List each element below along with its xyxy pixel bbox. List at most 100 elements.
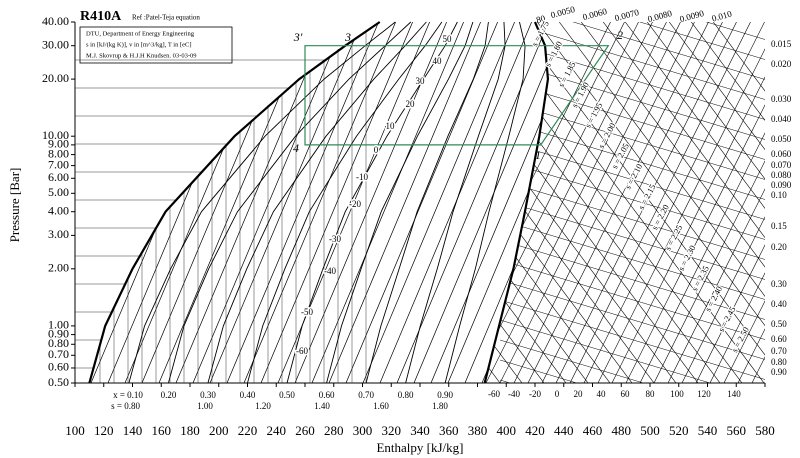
isoline — [499, 22, 765, 40]
isoline — [669, 22, 765, 383]
isotherm-label: -30 — [329, 234, 341, 244]
volume-label: 0.020 — [771, 59, 792, 69]
isotherm-label: -50 — [301, 307, 313, 317]
isoline — [499, 159, 765, 240]
quality-label: x = 0.10 — [113, 390, 143, 400]
top-label: 80 — [535, 13, 547, 25]
y-axis-label: Pressure [Bar] — [7, 168, 22, 243]
isoline — [484, 22, 625, 383]
y-tick-label: 9.00 — [48, 137, 69, 151]
x-tick-label: 160 — [152, 423, 172, 438]
volume-label: 0.040 — [771, 114, 792, 124]
quality-line — [286, 21, 458, 384]
temperature-label: 120 — [697, 389, 711, 399]
quality-label: 0.30 — [200, 390, 216, 400]
isoline — [499, 99, 765, 180]
y-tick-label: 4.00 — [48, 203, 69, 217]
entropy-bottom-label: 1.80 — [432, 401, 448, 411]
isoline — [141, 22, 294, 383]
quality-line — [207, 21, 427, 384]
x-tick-label: 240 — [267, 423, 287, 438]
x-tick-label: 220 — [238, 423, 258, 438]
isoline — [569, 22, 751, 383]
y-tick-label: 5.00 — [48, 185, 69, 199]
isoline — [537, 22, 765, 383]
temperature-label: -20 — [529, 389, 541, 399]
isoline — [499, 39, 765, 120]
x-tick-label: 460 — [583, 423, 603, 438]
isoline — [499, 339, 765, 383]
entropy-bottom-label: s = 0.80 — [111, 401, 140, 411]
volume-label: 0.060 — [771, 149, 792, 159]
quality-line — [365, 21, 489, 384]
y-tick-label: 10.00 — [42, 128, 69, 142]
top-label: 0.0080 — [647, 8, 674, 24]
quality-label: 0.50 — [279, 390, 295, 400]
quality-line — [128, 21, 396, 384]
isoline — [209, 22, 362, 383]
isoline — [713, 22, 765, 383]
x-tick-label: 560 — [727, 423, 747, 438]
isoline — [192, 22, 345, 383]
isoline — [681, 22, 765, 383]
isoline — [484, 22, 633, 383]
volume-label: 0.050 — [771, 134, 792, 144]
isoline — [328, 22, 481, 383]
x-tick-label: 260 — [295, 423, 315, 438]
isotherm-label: 20 — [406, 99, 416, 109]
x-tick-label: 280 — [324, 423, 344, 438]
isoline — [447, 22, 548, 383]
x-tick-label: 420 — [525, 423, 545, 438]
info-line: DTU, Department of Energy Engineering — [86, 30, 195, 37]
isoline — [90, 22, 243, 383]
volume-label: 0.90 — [771, 367, 787, 377]
isoline — [794, 22, 800, 383]
entropy-label: s = 2.10 — [623, 162, 645, 191]
x-tick-label: 580 — [755, 423, 775, 438]
isoline — [709, 22, 765, 383]
y-tick-label: 0.60 — [48, 360, 69, 374]
isoline — [625, 22, 765, 383]
top-label: 0.010 — [711, 9, 734, 24]
isoline — [89, 22, 226, 383]
isoline — [499, 319, 765, 383]
volume-label: 0.15 — [771, 221, 787, 231]
volume-label: 0.40 — [771, 299, 787, 309]
y-tick-label: 2.00 — [48, 261, 69, 275]
volume-label: 0.60 — [771, 334, 787, 344]
isoline — [499, 179, 765, 260]
isoline — [175, 22, 328, 383]
cycle-label: 2 — [617, 28, 623, 42]
isoline — [625, 22, 765, 383]
volume-label: 0.50 — [771, 319, 787, 329]
volume-label: 0.070 — [771, 160, 792, 170]
x-tick-label: 380 — [468, 423, 488, 438]
superheat-isolines — [484, 22, 800, 383]
isoline — [527, 22, 709, 383]
isotherm-label: -40 — [324, 266, 336, 276]
y-tick-label: 0.90 — [48, 326, 69, 340]
isoline — [484, 22, 567, 383]
isoline — [430, 22, 548, 383]
x-tick-label: 200 — [209, 423, 229, 438]
quality-label: 0.90 — [437, 390, 453, 400]
isoline — [484, 22, 611, 383]
isoline — [499, 279, 765, 360]
isoline — [362, 22, 515, 383]
quality-label: 0.40 — [240, 390, 256, 400]
entropy-label: s = 2.40 — [703, 284, 725, 313]
isoline — [647, 22, 765, 383]
top-label: 0.0050 — [550, 4, 577, 20]
y-tick-label: 3.00 — [48, 227, 69, 241]
cycle-label: 3' — [293, 30, 303, 44]
entropy-bottom-label: 1.20 — [255, 401, 271, 411]
isoline — [311, 22, 464, 383]
y-tick-label: 40.00 — [42, 14, 69, 28]
temperature-label: 0 — [555, 389, 560, 399]
isoline — [499, 299, 765, 380]
saturation-line — [483, 21, 550, 384]
isoline — [653, 22, 765, 383]
chart-title: R410A — [80, 9, 122, 24]
volume-label: 0.090 — [771, 180, 792, 190]
cycle-label: 3 — [344, 30, 351, 44]
